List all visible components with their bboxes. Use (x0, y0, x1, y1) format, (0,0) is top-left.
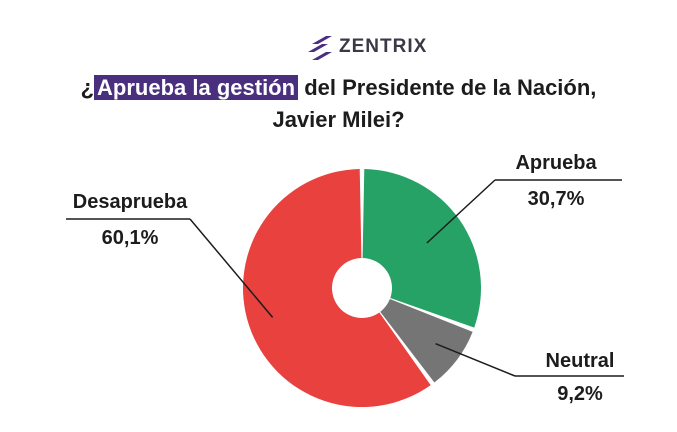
donut-slice-aprueba (362, 169, 482, 328)
slice-label-desaprueba: Desaprueba (73, 191, 188, 213)
logo-stripe (312, 52, 332, 60)
zentrix-logo-icon (308, 36, 332, 60)
slice-label-neutral: Neutral (546, 350, 615, 372)
donut-slice-neutral (380, 299, 473, 383)
slice-value-desaprueba: 60,1% (102, 227, 159, 249)
leader-line-neutral (435, 342, 516, 377)
logo-stripe (308, 44, 328, 52)
title-prefix: ¿ (80, 75, 95, 100)
donut-slice-desaprueba (243, 169, 431, 407)
logo-stripe (312, 36, 332, 44)
chart-title: ¿ Aprueba la gestión del Presidente de la… (60, 72, 617, 136)
title-rest: del Presidente de la Nación, Javier Mile… (272, 75, 597, 132)
brand-name: ZENTRIX (339, 36, 428, 57)
title-highlight: Aprueba la gestión (94, 75, 299, 100)
slice-value-neutral: 9,2% (557, 383, 603, 405)
leader-line-desaprueba (189, 218, 274, 318)
leader-line-aprueba (426, 179, 496, 244)
slice-label-aprueba: Aprueba (515, 152, 597, 174)
slice-value-aprueba: 30,7% (528, 188, 585, 210)
brand-logo: ZENTRIX (306, 30, 427, 64)
